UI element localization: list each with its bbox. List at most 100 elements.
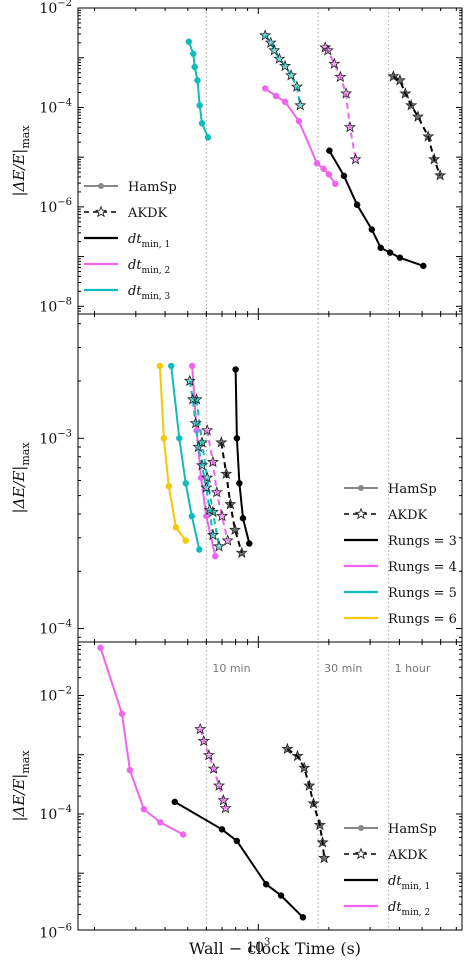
data-point-akdk (411, 110, 425, 122)
y-axis-label-main: |ΔE/E| (10, 774, 28, 822)
y-tick-label: 10−6 (39, 922, 72, 941)
legend-entry-text: Rungs = 5 (388, 586, 457, 601)
series-line-akdk (264, 34, 302, 106)
legend-marker-hamsp (358, 485, 364, 491)
data-point-akdk (281, 742, 294, 755)
data-point-hamsp (179, 831, 187, 838)
legend: HamSp AKDK Rungs = 3 Rungs = 4 Rungs = 5 Rung… (344, 482, 457, 627)
legend-entry-text: dt (128, 258, 142, 273)
series-group (185, 29, 447, 270)
data-point-hamsp (299, 914, 307, 921)
data-point-hamsp (194, 77, 201, 84)
data-point-akdk (307, 797, 320, 809)
legend-entry-subscript: min, 2 (402, 908, 431, 918)
data-point-akdk (221, 534, 234, 546)
data-point-akdk (264, 36, 277, 48)
legend-marker-hamsp (98, 183, 104, 189)
legend-entry-label: dtmin, 3 (128, 284, 170, 302)
y-tick-base: 10 (39, 100, 57, 116)
legend-entry-subscript: min, 2 (142, 266, 171, 276)
y-tick-exponent: −3 (57, 428, 72, 439)
y-axis-label-main: |ΔE/E| (10, 466, 28, 514)
data-point-akdk (321, 44, 334, 56)
y-axis-label: |ΔE/E|max (10, 125, 32, 197)
legend-entry-label: Rungs = 6 (388, 612, 457, 627)
legend-entry-text: dt (388, 900, 402, 915)
data-point-hamsp (182, 537, 189, 544)
legend-entry-label: AKDK (127, 206, 168, 221)
data-point-akdk (328, 57, 341, 70)
y-axis-label-sub: max (19, 125, 32, 149)
data-point-hamsp (182, 480, 189, 487)
data-point-hamsp (191, 63, 198, 71)
data-point-hamsp (281, 98, 289, 106)
data-point-akdk (428, 153, 441, 165)
data-point-hamsp (204, 134, 212, 141)
data-point-akdk (393, 74, 406, 86)
y-tick-base: 10 (39, 807, 57, 823)
data-point-hamsp (332, 180, 339, 188)
data-point-hamsp (165, 482, 173, 490)
y-tick-base: 10 (39, 925, 57, 941)
data-point-hamsp (196, 102, 203, 109)
x-tick-base: 10 (246, 940, 264, 956)
data-point-akdk (200, 481, 213, 493)
data-point-hamsp (140, 806, 148, 813)
y-tick-label: 10−4 (39, 804, 72, 823)
legend-marker-akdk (94, 205, 108, 218)
y-tick-label: 10−2 (39, 685, 72, 704)
data-point-akdk (192, 440, 205, 453)
data-point-akdk (290, 80, 303, 92)
legend-entry-label: Rungs = 3 (388, 534, 457, 549)
y-tick-label: 10−2 (39, 0, 72, 17)
data-point-hamsp (198, 120, 206, 127)
legend-entry-text: dt (388, 874, 402, 889)
data-point-akdk (201, 424, 214, 436)
data-point-hamsp (176, 435, 183, 442)
time-marker-label: 30 min (324, 662, 362, 675)
data-point-hamsp (325, 171, 333, 178)
data-point-akdk (194, 722, 207, 735)
data-point-akdk (349, 153, 362, 165)
data-point-hamsp (277, 892, 285, 899)
y-tick-base: 10 (39, 431, 57, 447)
data-point-akdk (268, 44, 281, 56)
data-point-hamsp (313, 160, 321, 167)
data-point-akdk (343, 120, 357, 133)
data-point-akdk (235, 546, 248, 559)
data-point-hamsp (188, 512, 196, 520)
data-point-akdk (273, 52, 286, 64)
x-tick-exponent: 3 (264, 937, 270, 948)
data-point-hamsp (212, 552, 219, 560)
data-point-akdk (202, 748, 215, 761)
data-point-akdk (387, 70, 400, 82)
legend-entry-subscript: min, 1 (402, 882, 431, 892)
data-point-hamsp (190, 50, 197, 58)
time-marker-label: 10 min (212, 662, 250, 675)
y-tick-exponent: −2 (57, 685, 72, 696)
legend-entry-label: dtmin, 2 (128, 258, 170, 276)
panel-bottom: 10 min 30 min 1 hour10−210−410−6|ΔE/E|maxH… (10, 641, 463, 956)
data-point-akdk (405, 99, 418, 111)
y-tick-base: 10 (39, 200, 57, 216)
data-point-hamsp (340, 172, 348, 180)
y-tick-exponent: −4 (57, 97, 72, 108)
legend-entry-label: dtmin, 1 (388, 874, 430, 892)
legend-entry-text: AKDK (387, 508, 428, 523)
series-group (156, 362, 253, 560)
data-point-hamsp (218, 826, 226, 833)
panel-top: 10−210−410−610−8|ΔE/E|maxHamSpAKDKdtmin,… (10, 0, 463, 315)
data-point-hamsp (353, 201, 361, 209)
legend-entry-label: Rungs = 5 (388, 586, 457, 601)
y-tick-label: 10−3 (39, 428, 72, 447)
data-point-hamsp (272, 92, 280, 100)
data-point-akdk (316, 836, 329, 848)
y-tick-label: 10−6 (39, 197, 72, 216)
x-axis-label: Wall − clock Time (s) (189, 939, 361, 958)
legend-entry-text: HamSp (388, 822, 437, 837)
legend-entry-subscript: min, 1 (142, 240, 171, 250)
y-axis-label-sub: max (19, 442, 32, 466)
legend-entry-label: dtmin, 1 (128, 232, 170, 250)
